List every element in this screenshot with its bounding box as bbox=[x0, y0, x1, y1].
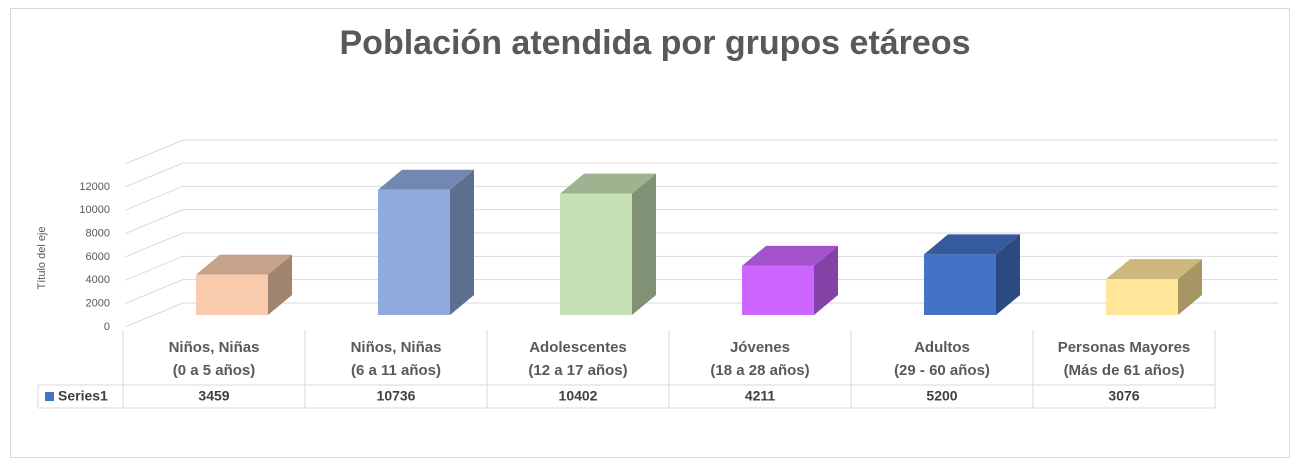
x-tick-label: Adultos bbox=[914, 339, 970, 356]
wall-edge bbox=[124, 139, 1278, 165]
grid-line bbox=[124, 185, 1278, 211]
bar bbox=[924, 234, 1020, 315]
x-tick-label: Adolescentes bbox=[529, 339, 627, 356]
x-tick-label: (12 a 17 años) bbox=[528, 362, 627, 379]
bar-front bbox=[1106, 279, 1178, 315]
bar-front bbox=[924, 254, 996, 315]
bar bbox=[560, 173, 656, 315]
x-tick-label: (0 a 5 años) bbox=[173, 362, 256, 379]
legend-key bbox=[45, 392, 54, 401]
bar-side bbox=[996, 234, 1020, 315]
table-value: 4211 bbox=[745, 388, 776, 404]
x-tick-label: (Más de 61 años) bbox=[1064, 362, 1185, 379]
grid-line bbox=[124, 209, 1278, 235]
bar-side bbox=[814, 245, 838, 315]
bar-top bbox=[560, 173, 656, 194]
x-tick-label: Jóvenes bbox=[730, 339, 790, 356]
table-value: 3076 bbox=[1108, 388, 1139, 404]
bar-side bbox=[268, 254, 292, 315]
table-value: 10402 bbox=[559, 388, 598, 404]
bar-front bbox=[560, 193, 632, 315]
y-tick-label: 4000 bbox=[86, 274, 110, 286]
bar-top bbox=[924, 234, 1020, 255]
bar-front bbox=[196, 274, 268, 315]
chart-title: Población atendida por grupos etáreos bbox=[340, 24, 971, 62]
table-value: 5200 bbox=[926, 388, 957, 404]
y-tick-label: 10000 bbox=[79, 204, 110, 216]
bar bbox=[378, 169, 474, 315]
table-value: 3459 bbox=[198, 388, 229, 404]
x-tick-label: (18 a 28 años) bbox=[710, 362, 809, 379]
x-tick-label: Niños, Niñas bbox=[351, 339, 442, 356]
bar-top bbox=[742, 245, 838, 266]
grid-line bbox=[124, 302, 1278, 328]
y-tick-label: 2000 bbox=[86, 298, 110, 310]
x-tick-label: Niños, Niñas bbox=[169, 339, 260, 356]
bar bbox=[196, 254, 292, 315]
legend-label: Series1 bbox=[58, 388, 108, 404]
bar-front bbox=[742, 265, 814, 315]
grid-line bbox=[124, 255, 1278, 281]
bar-top bbox=[1106, 259, 1202, 280]
x-tick-label: Personas Mayores bbox=[1058, 339, 1191, 356]
grid-line bbox=[124, 162, 1278, 188]
grid-line bbox=[124, 279, 1278, 305]
y-axis-title: Título del eje bbox=[36, 227, 48, 290]
bar-top bbox=[378, 169, 474, 190]
x-tick-label: (6 a 11 años) bbox=[351, 362, 441, 379]
bar-side bbox=[450, 169, 474, 315]
y-tick-label: 8000 bbox=[86, 228, 110, 240]
y-tick-label: 12000 bbox=[79, 181, 110, 193]
bar-side bbox=[1178, 259, 1202, 315]
grid-line bbox=[124, 232, 1278, 258]
x-tick-label: (29 - 60 años) bbox=[894, 362, 990, 379]
y-tick-label: 0 bbox=[104, 321, 110, 333]
bar bbox=[742, 245, 838, 315]
y-tick-label: 6000 bbox=[86, 251, 110, 263]
table-value: 10736 bbox=[377, 388, 416, 404]
bar-side bbox=[632, 173, 656, 315]
bar-top bbox=[196, 254, 292, 275]
bar-front bbox=[378, 189, 450, 315]
bar bbox=[1106, 259, 1202, 315]
